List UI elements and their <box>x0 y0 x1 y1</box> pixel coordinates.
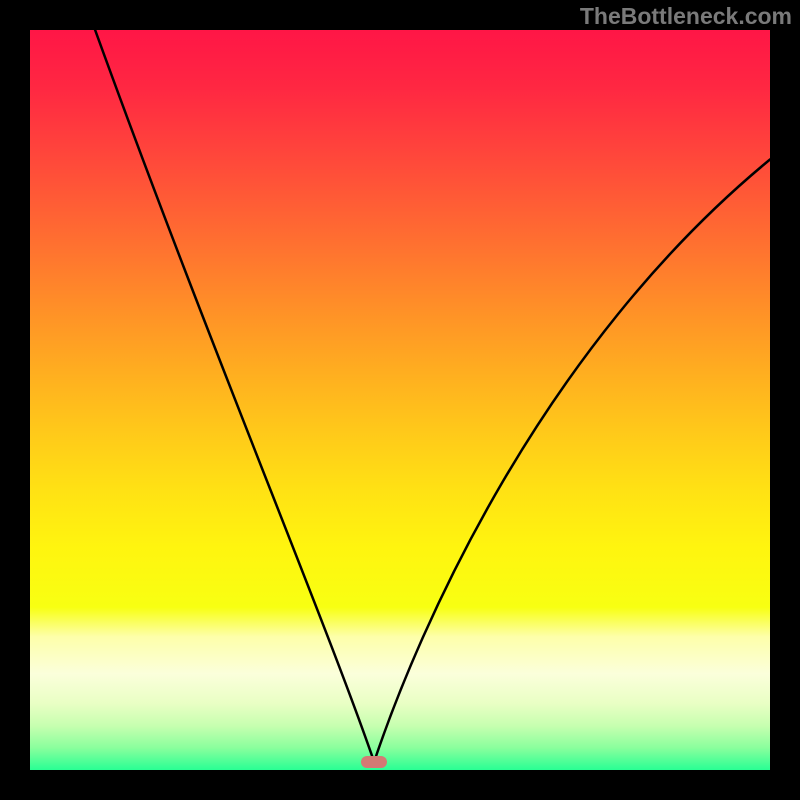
plot-area <box>30 30 770 770</box>
chart-root: TheBottleneck.com <box>0 0 800 800</box>
minimum-marker <box>361 756 387 768</box>
watermark-text: TheBottleneck.com <box>580 3 792 30</box>
bottleneck-curve <box>30 30 770 770</box>
